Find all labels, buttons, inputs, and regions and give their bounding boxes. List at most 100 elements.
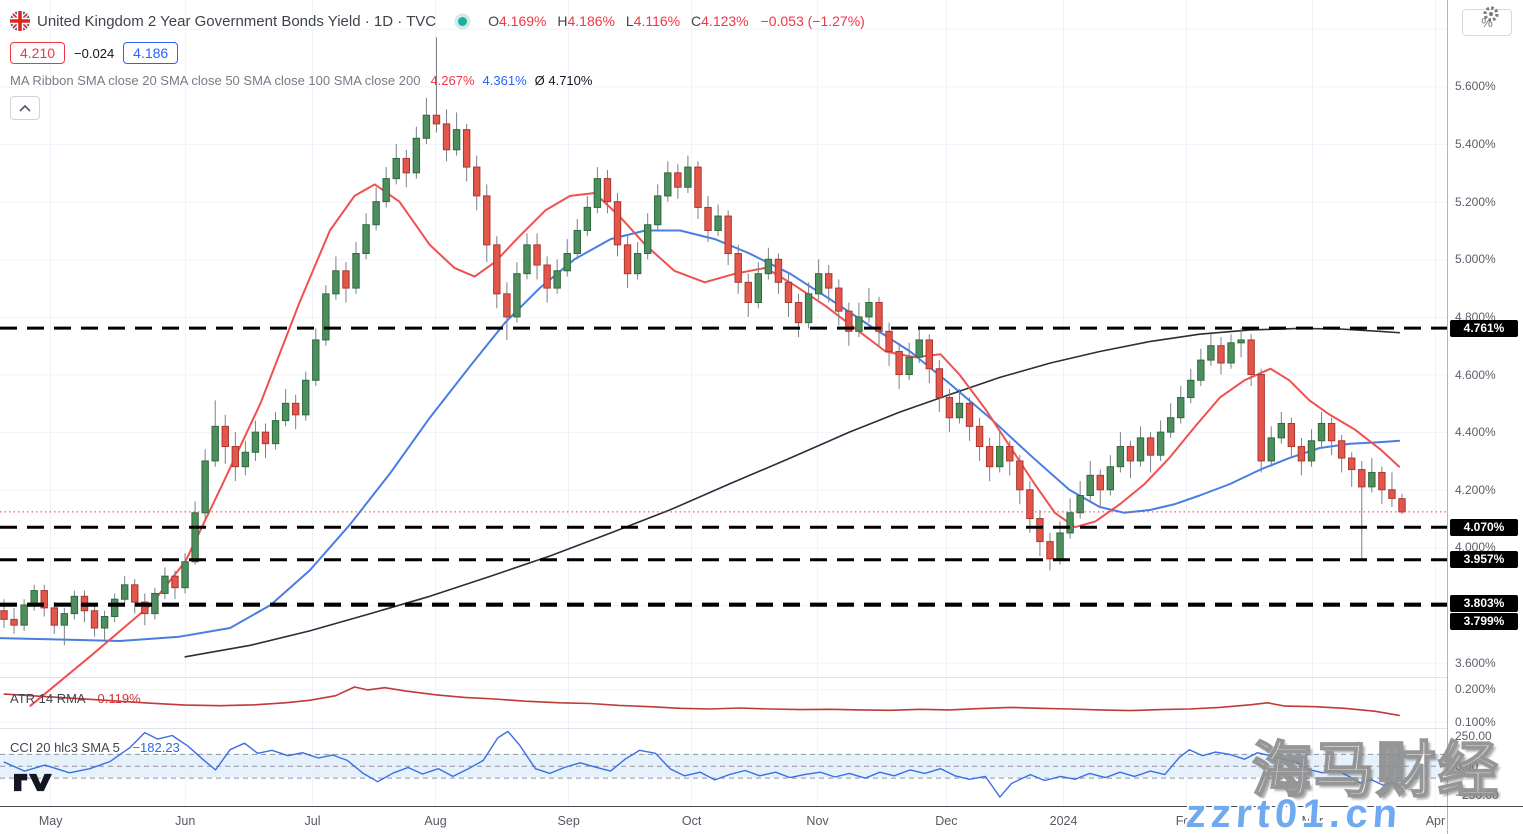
- close-label: C: [691, 13, 702, 29]
- candle-body: [945, 397, 954, 419]
- candle-body: [654, 195, 662, 226]
- atr-value: 0.119%: [97, 691, 141, 706]
- atr-line: [3, 686, 1400, 717]
- candle-body: [1096, 474, 1104, 491]
- candle-body: [1388, 489, 1396, 499]
- month-label[interactable]: Mar: [1301, 814, 1324, 828]
- ma-average-value: Ø 4.710%: [534, 73, 593, 88]
- price-level-pill[interactable]: 4.761%: [1450, 319, 1518, 337]
- month-label[interactable]: May: [38, 814, 63, 828]
- candle-body: [935, 368, 944, 399]
- chart-legend: United Kingdom 2 Year Government Bonds Y…: [10, 8, 865, 120]
- candle-body: [1378, 471, 1386, 491]
- candle-body: [1076, 495, 1084, 514]
- candle-body: [392, 157, 400, 180]
- candle-body: [563, 253, 571, 272]
- candle-body: [432, 114, 441, 125]
- ma-ribbon-label[interactable]: MA Ribbon SMA close 20 SMA close 50 SMA …: [10, 73, 421, 88]
- month-label[interactable]: Apr: [1425, 814, 1446, 828]
- month-label[interactable]: Jun: [175, 814, 196, 828]
- candle-body: [50, 607, 58, 626]
- candle-body: [332, 270, 340, 295]
- candle-body: [503, 293, 511, 318]
- candle-body: [181, 561, 189, 589]
- cci-legend[interactable]: CCI 20 hlc3 SMA 5 −182.23: [10, 740, 180, 755]
- candle-body: [1287, 422, 1296, 448]
- month-label[interactable]: Oct: [681, 814, 702, 828]
- candle-body: [312, 339, 320, 381]
- atr-legend[interactable]: ATR 14 RMA 0.119%: [10, 691, 141, 706]
- atr-label: ATR 14 RMA: [10, 691, 85, 706]
- candle-body: [955, 402, 964, 419]
- candle-body: [120, 584, 129, 600]
- candle-body: [362, 224, 370, 255]
- month-label[interactable]: Dec: [935, 814, 958, 828]
- price-level-pill[interactable]: 3.957%: [1450, 551, 1518, 569]
- low-label: L: [625, 13, 634, 29]
- price-tick: 4.000%: [1455, 540, 1496, 555]
- candle-body: [1317, 422, 1326, 442]
- candle-body: [714, 215, 722, 231]
- time-axis[interactable]: May Jun Jul Aug Sep Oct Nov Dec 2024 Feb Mar Apr: [0, 806, 1523, 834]
- atr-tick: 0.200%: [1455, 682, 1496, 697]
- candle-body: [643, 224, 652, 255]
- candle-body: [90, 610, 99, 629]
- candle-body: [513, 273, 521, 318]
- candle-body: [1086, 474, 1094, 497]
- candle-body: [271, 420, 280, 445]
- settings-gear-icon[interactable]: [1482, 5, 1500, 23]
- candle-body: [151, 592, 159, 615]
- sell-price-button[interactable]: 4.210: [10, 42, 66, 64]
- price-level-pill[interactable]: 4.070%: [1450, 518, 1518, 536]
- candle-body: [1307, 440, 1316, 462]
- buy-price-button[interactable]: 4.186: [123, 42, 179, 64]
- candle-body: [885, 330, 893, 352]
- high-label: H: [557, 13, 568, 29]
- candle-body: [674, 172, 682, 188]
- candle-body: [60, 613, 69, 626]
- price-axis[interactable]: % 5.600% 5.400% 5.200% 5.000% 4.800% 4.600% 4.…: [1447, 0, 1523, 806]
- candle-body: [1126, 446, 1135, 462]
- month-label[interactable]: Jul: [304, 814, 321, 828]
- price-tick: 5.600%: [1455, 79, 1496, 94]
- month-label[interactable]: Sep: [557, 814, 580, 828]
- candle-body: [724, 215, 732, 255]
- month-label[interactable]: Feb: [1175, 814, 1198, 828]
- candle-body: [1116, 446, 1125, 468]
- spread-value: −0.024: [74, 45, 115, 61]
- candle-body: [865, 301, 873, 318]
- candle-body: [1247, 339, 1255, 376]
- candle-body: [100, 616, 109, 629]
- open-label: O: [488, 13, 499, 29]
- symbol-title[interactable]: United Kingdom 2 Year Government Bonds Y…: [37, 12, 437, 30]
- candle-body: [231, 446, 240, 468]
- month-label[interactable]: Aug: [424, 814, 447, 828]
- candle-body: [161, 575, 169, 594]
- candle-body: [342, 270, 350, 289]
- candle-body: [1177, 397, 1185, 419]
- candle-body: [975, 425, 984, 448]
- percent-scale-button[interactable]: %: [1462, 9, 1512, 36]
- candle-body: [905, 356, 913, 376]
- candle-body: [1046, 541, 1054, 560]
- candle-body: [1368, 471, 1376, 488]
- month-label[interactable]: Nov: [806, 814, 829, 828]
- candle-body: [1327, 422, 1336, 442]
- price-level-pill[interactable]: 3.803%: [1450, 594, 1518, 612]
- candle-body: [523, 244, 531, 275]
- candle-body: [895, 350, 903, 376]
- candle-body: [1297, 446, 1306, 462]
- candle-body: [131, 584, 139, 603]
- price-tick: 5.400%: [1455, 137, 1496, 152]
- collapse-indicators-button[interactable]: [10, 96, 40, 120]
- candle-body: [211, 425, 219, 462]
- price-level-pill[interactable]: 3.799%: [1450, 612, 1518, 630]
- candle-body: [493, 244, 501, 295]
- sma200-line: [184, 327, 1400, 658]
- market-status-icon[interactable]: [458, 16, 468, 26]
- month-label[interactable]: 2024: [1049, 814, 1078, 828]
- candle-body: [473, 166, 481, 197]
- candle-body: [623, 244, 632, 275]
- tradingview-logo[interactable]: [14, 772, 52, 793]
